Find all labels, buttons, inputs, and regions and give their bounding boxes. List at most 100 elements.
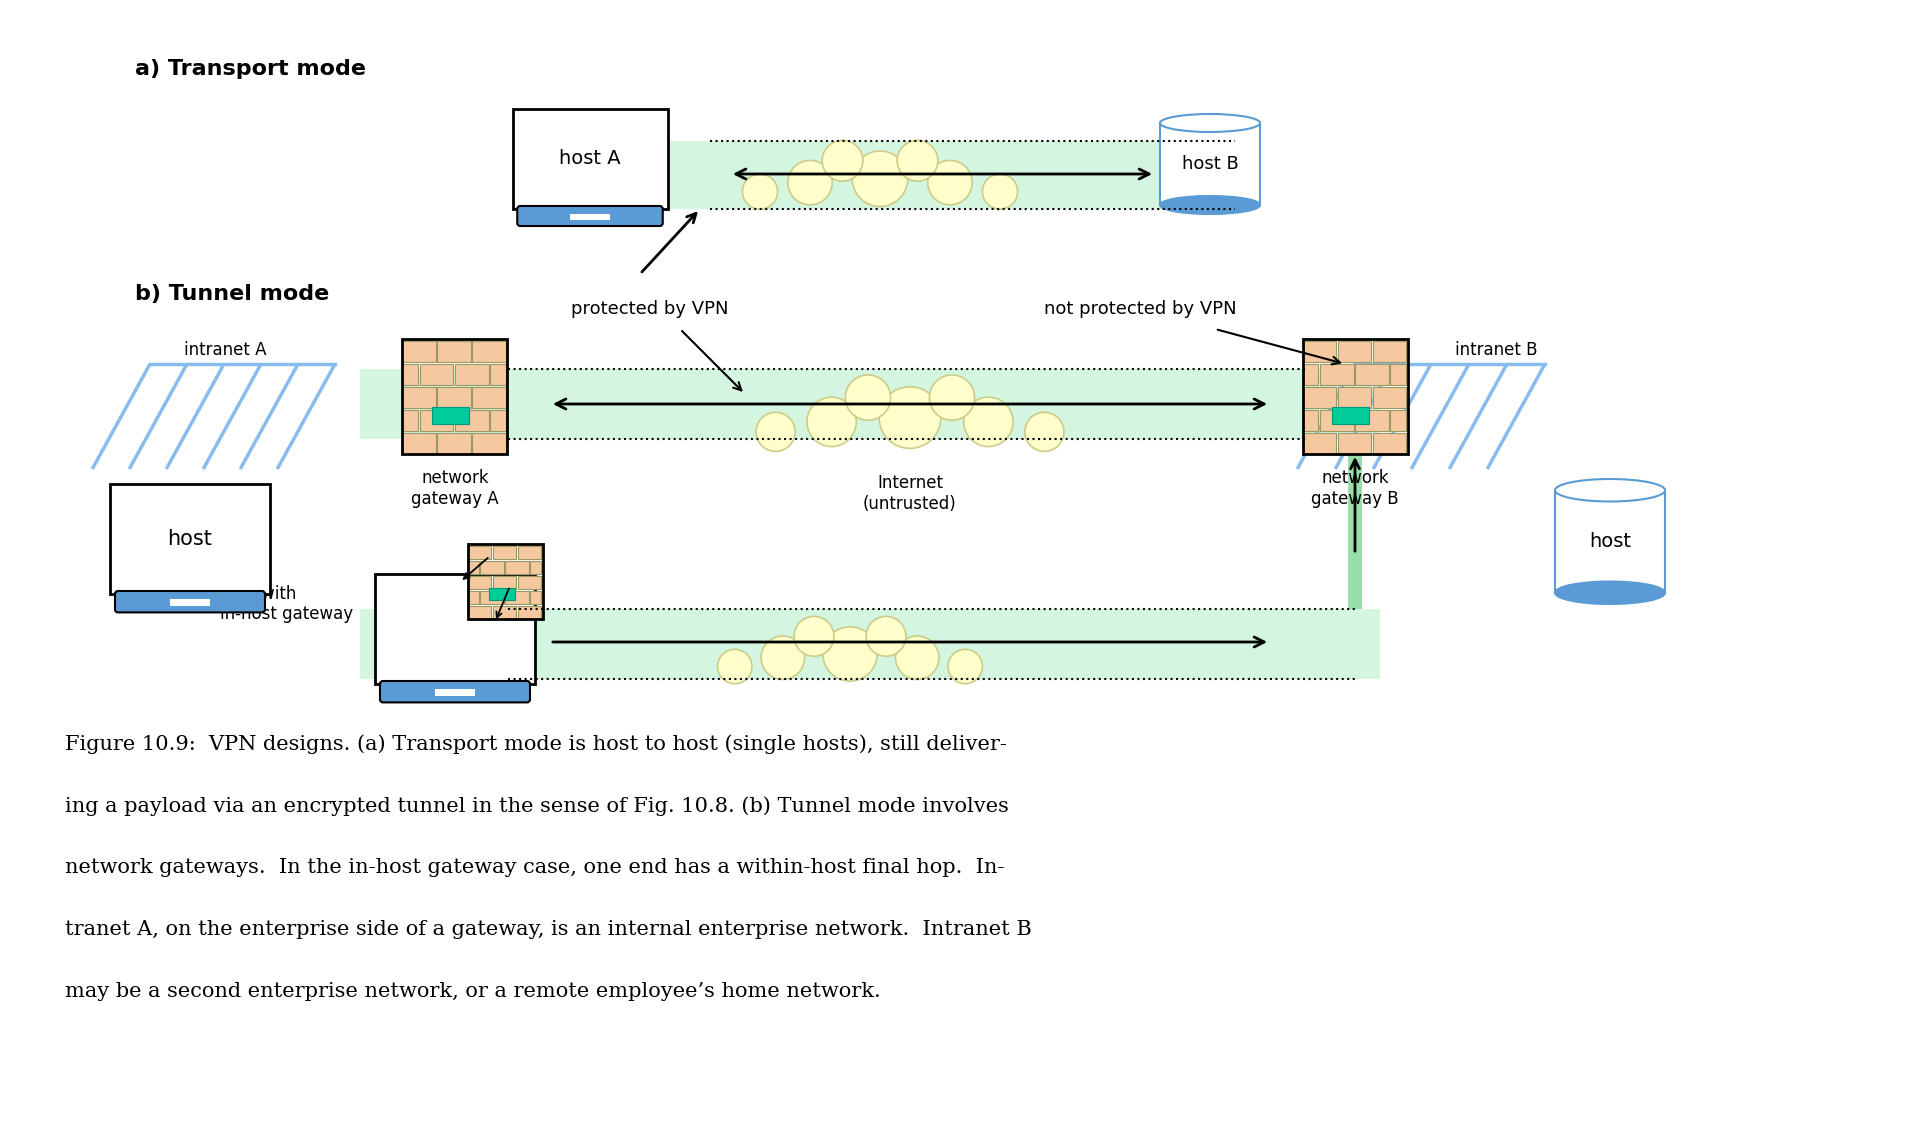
Bar bbox=[491, 363, 506, 386]
Bar bbox=[479, 590, 504, 604]
Text: host with
in-host gateway: host with in-host gateway bbox=[220, 584, 353, 624]
Bar bbox=[1354, 363, 1389, 386]
Text: network
gateway B: network gateway B bbox=[1310, 469, 1398, 508]
Bar bbox=[437, 433, 472, 454]
FancyBboxPatch shape bbox=[518, 206, 663, 226]
Bar bbox=[504, 590, 529, 604]
Ellipse shape bbox=[1159, 114, 1261, 132]
Bar bbox=[420, 409, 453, 430]
Text: not protected by VPN: not protected by VPN bbox=[1043, 300, 1236, 318]
Text: intranet B: intranet B bbox=[1455, 341, 1538, 359]
Bar bbox=[1159, 123, 1261, 205]
Bar bbox=[111, 484, 269, 593]
Text: Figure 10.9:  VPN designs. (a) Transport mode is host to host (single hosts), st: Figure 10.9: VPN designs. (a) Transport … bbox=[65, 734, 1007, 754]
Bar bbox=[493, 545, 516, 559]
Circle shape bbox=[896, 636, 940, 679]
Text: host: host bbox=[1589, 532, 1631, 551]
Bar bbox=[403, 387, 435, 408]
Bar bbox=[468, 545, 491, 559]
Ellipse shape bbox=[1555, 479, 1666, 501]
Bar bbox=[437, 387, 472, 408]
Bar bbox=[493, 575, 516, 589]
Circle shape bbox=[846, 375, 890, 420]
Bar bbox=[468, 544, 542, 619]
Bar bbox=[1303, 341, 1335, 362]
Bar bbox=[432, 407, 468, 424]
Text: a) Transport mode: a) Transport mode bbox=[136, 58, 367, 79]
Bar bbox=[1320, 363, 1354, 386]
Circle shape bbox=[795, 616, 835, 656]
Bar bbox=[1303, 363, 1318, 386]
Circle shape bbox=[1026, 413, 1064, 452]
Bar bbox=[535, 140, 1255, 209]
Bar bbox=[403, 339, 508, 454]
Ellipse shape bbox=[1555, 581, 1666, 604]
Bar bbox=[504, 561, 529, 574]
Bar bbox=[1320, 409, 1354, 430]
Circle shape bbox=[823, 627, 877, 681]
Bar bbox=[1555, 490, 1666, 592]
Bar bbox=[437, 341, 472, 362]
Text: host B: host B bbox=[1182, 155, 1238, 173]
Text: Internet
(untrusted): Internet (untrusted) bbox=[863, 474, 957, 513]
Bar bbox=[1331, 407, 1369, 424]
Bar bbox=[359, 369, 1381, 439]
Circle shape bbox=[965, 397, 1012, 446]
Circle shape bbox=[821, 140, 863, 181]
Circle shape bbox=[865, 616, 905, 656]
Bar bbox=[1390, 409, 1406, 430]
Text: b) Tunnel mode: b) Tunnel mode bbox=[136, 284, 329, 303]
Bar bbox=[403, 363, 418, 386]
Circle shape bbox=[928, 161, 972, 205]
Bar bbox=[420, 363, 453, 386]
Text: host: host bbox=[168, 529, 212, 549]
Bar bbox=[518, 575, 541, 589]
Bar bbox=[468, 590, 479, 604]
Text: host A: host A bbox=[560, 149, 621, 169]
Bar bbox=[571, 214, 609, 219]
Bar bbox=[1337, 387, 1371, 408]
Text: protected by VPN: protected by VPN bbox=[571, 300, 730, 318]
Bar bbox=[170, 599, 210, 606]
Circle shape bbox=[930, 375, 974, 420]
Bar bbox=[1337, 341, 1371, 362]
Bar bbox=[435, 689, 476, 696]
Bar bbox=[1354, 409, 1389, 430]
Text: intranet A: intranet A bbox=[183, 341, 265, 359]
Bar bbox=[1303, 409, 1318, 430]
Bar bbox=[1373, 387, 1406, 408]
Bar bbox=[403, 341, 435, 362]
Bar bbox=[468, 606, 491, 619]
Bar bbox=[359, 609, 1381, 679]
Bar bbox=[455, 409, 489, 430]
Circle shape bbox=[743, 174, 777, 209]
Bar bbox=[403, 409, 418, 430]
Circle shape bbox=[852, 151, 907, 207]
Bar bbox=[472, 341, 506, 362]
Circle shape bbox=[947, 650, 982, 683]
Bar bbox=[479, 561, 504, 574]
Bar bbox=[529, 561, 541, 574]
Circle shape bbox=[787, 161, 833, 205]
Bar bbox=[472, 387, 506, 408]
Circle shape bbox=[898, 140, 938, 181]
Circle shape bbox=[760, 636, 804, 679]
Text: network
gateway A: network gateway A bbox=[411, 469, 499, 508]
Text: network gateways.  In the in-host gateway case, one end has a within-host final : network gateways. In the in-host gateway… bbox=[65, 858, 1005, 877]
Circle shape bbox=[756, 413, 795, 452]
Bar bbox=[468, 575, 491, 589]
Circle shape bbox=[806, 397, 856, 446]
Bar bbox=[374, 574, 535, 685]
FancyBboxPatch shape bbox=[380, 681, 529, 702]
Bar bbox=[489, 588, 516, 599]
Bar bbox=[491, 409, 506, 430]
Text: tranet A, on the enterprise side of a gateway, is an internal enterprise network: tranet A, on the enterprise side of a ga… bbox=[65, 921, 1031, 939]
Bar bbox=[1303, 387, 1335, 408]
Ellipse shape bbox=[1159, 196, 1261, 214]
Bar bbox=[1303, 339, 1408, 454]
Circle shape bbox=[982, 174, 1018, 209]
Bar bbox=[493, 606, 516, 619]
Bar bbox=[1373, 433, 1406, 454]
Bar bbox=[1303, 433, 1335, 454]
Bar bbox=[529, 590, 541, 604]
